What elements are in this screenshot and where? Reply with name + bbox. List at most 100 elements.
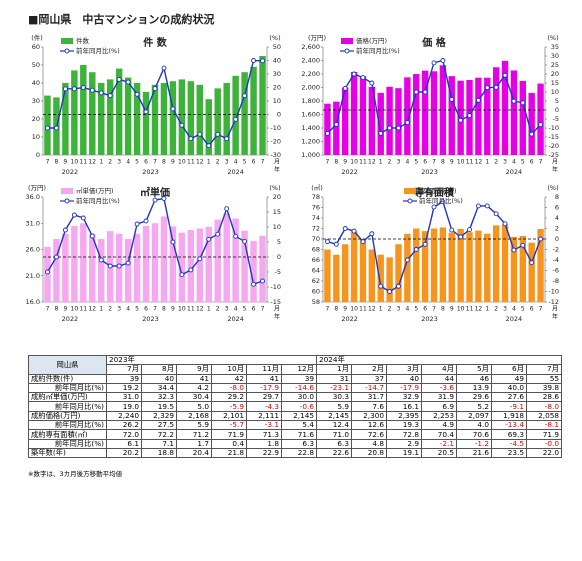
table-cell: 31.9 xyxy=(421,392,457,403)
bar xyxy=(413,74,420,155)
legend-swatch xyxy=(341,38,353,44)
x-tick-label: 4 xyxy=(234,159,238,166)
bar xyxy=(324,249,331,302)
y2-tick-label: 25 xyxy=(551,61,559,69)
line-marker xyxy=(260,278,265,284)
table-cell: 1.8 xyxy=(246,438,282,449)
x-tick-label: 8 xyxy=(55,159,59,166)
y-tick-label: 2,200 xyxy=(301,70,320,78)
table-cell: 6.9 xyxy=(421,401,457,412)
table-cell: 6.1 xyxy=(106,438,142,449)
table-cell: 6.3 xyxy=(316,438,352,449)
chart-title: ㎡単価 xyxy=(140,186,170,199)
bar xyxy=(333,254,340,302)
y2-tick-label: -4 xyxy=(553,256,559,264)
x-tick-label: 5 xyxy=(135,159,139,166)
chart-title: 件 数 xyxy=(143,36,167,49)
bar xyxy=(421,231,429,302)
line-marker xyxy=(242,93,248,99)
x-tick-label: 3 xyxy=(117,306,121,313)
table-cell: 31.0 xyxy=(106,392,142,403)
bar xyxy=(187,81,195,155)
line-marker xyxy=(502,72,508,78)
line-marker xyxy=(493,84,499,90)
line-marker xyxy=(89,233,95,239)
y2-tick-label: -10 xyxy=(270,124,281,132)
table-cell: 4月 xyxy=(421,364,457,375)
table-cell: 30.0 xyxy=(281,392,317,403)
line-marker xyxy=(324,239,330,245)
x-tick-label: 4 xyxy=(234,306,238,313)
y-tick-label: 26.0 xyxy=(26,246,40,254)
bar xyxy=(492,67,500,155)
table-cell: -1.2 xyxy=(456,438,492,449)
bar xyxy=(439,65,447,155)
x-tick-label: 6 xyxy=(530,306,534,313)
x-tick-label: 9 xyxy=(450,159,454,166)
table-cell: 7.1 xyxy=(141,438,177,449)
y-tick-label: 31.0 xyxy=(26,219,40,227)
table-cell: 1.7 xyxy=(176,438,212,449)
x-unit: 年 xyxy=(552,166,558,174)
x-tick-label: 12 xyxy=(196,159,204,166)
bar xyxy=(133,233,141,302)
table-cell: 1,918 xyxy=(491,410,527,422)
table-cell: 19.5 xyxy=(141,401,177,412)
line-marker xyxy=(538,122,544,128)
bar xyxy=(528,93,535,155)
x-tick-label: 7 xyxy=(46,159,50,166)
bar xyxy=(368,86,376,155)
legend-label: ㎡単価(万円) xyxy=(76,186,114,195)
line-marker xyxy=(107,93,113,99)
table-cell: 6月 xyxy=(491,364,527,375)
bar xyxy=(223,83,230,155)
x-tick-label: 8 xyxy=(334,306,338,313)
y-tick-label: 20 xyxy=(32,115,40,123)
bar xyxy=(501,224,509,302)
x-unit: 月 xyxy=(552,159,558,166)
table-cell: 20.4 xyxy=(176,447,212,459)
legend-label: 価格(万円) xyxy=(356,36,387,45)
table-cell: 2,097 xyxy=(456,410,492,422)
x-unit: 年 xyxy=(274,166,280,174)
bar xyxy=(214,88,221,155)
x-tick-label: 7 xyxy=(432,306,436,313)
line-marker xyxy=(206,143,212,149)
x-tick-label: 11 xyxy=(359,306,367,313)
y2-tick-label: 30 xyxy=(273,70,281,78)
table-cell: 4.9 xyxy=(421,420,457,431)
table-cell: -2.1 xyxy=(421,438,457,449)
y2-tick-label: 30 xyxy=(551,52,559,60)
table-cell: 5.4 xyxy=(281,420,317,431)
y-tick-label: 78 xyxy=(312,193,320,201)
x-tick-label: 2 xyxy=(494,306,498,313)
y-tick-label: 60 xyxy=(312,288,320,296)
table-row: 前年同月比(%) 19.2 34.4 4.2 -8.0 -17.9 -14.6 -23.1 -1… xyxy=(28,382,562,394)
table-cell: 成約㎡単価(万円) xyxy=(28,392,107,403)
x-tick-label: 5 xyxy=(414,306,418,313)
line-marker xyxy=(333,241,339,247)
line-marker xyxy=(215,131,221,137)
line-marker xyxy=(520,242,526,248)
line-marker xyxy=(98,90,104,96)
y2-tick-label: 5 xyxy=(277,238,281,246)
table-cell: 37 xyxy=(351,373,387,384)
bar xyxy=(537,83,544,155)
x-tick-label: 3 xyxy=(503,306,507,313)
y-tick-label: 64 xyxy=(312,267,320,275)
bar xyxy=(89,72,96,155)
bar xyxy=(448,76,455,155)
x-tick-label: 7 xyxy=(261,306,265,313)
line-marker xyxy=(484,203,490,209)
bar xyxy=(71,225,78,302)
line-marker xyxy=(188,136,194,142)
table-cell: 12月 xyxy=(281,364,317,375)
x-tick-label: 1 xyxy=(379,306,383,313)
bar xyxy=(259,235,266,302)
bar xyxy=(448,232,455,302)
table-cell: 2024年 xyxy=(316,354,562,365)
line-marker xyxy=(422,241,428,247)
bar xyxy=(359,239,367,302)
line-marker xyxy=(71,212,77,218)
line-marker xyxy=(351,71,357,77)
